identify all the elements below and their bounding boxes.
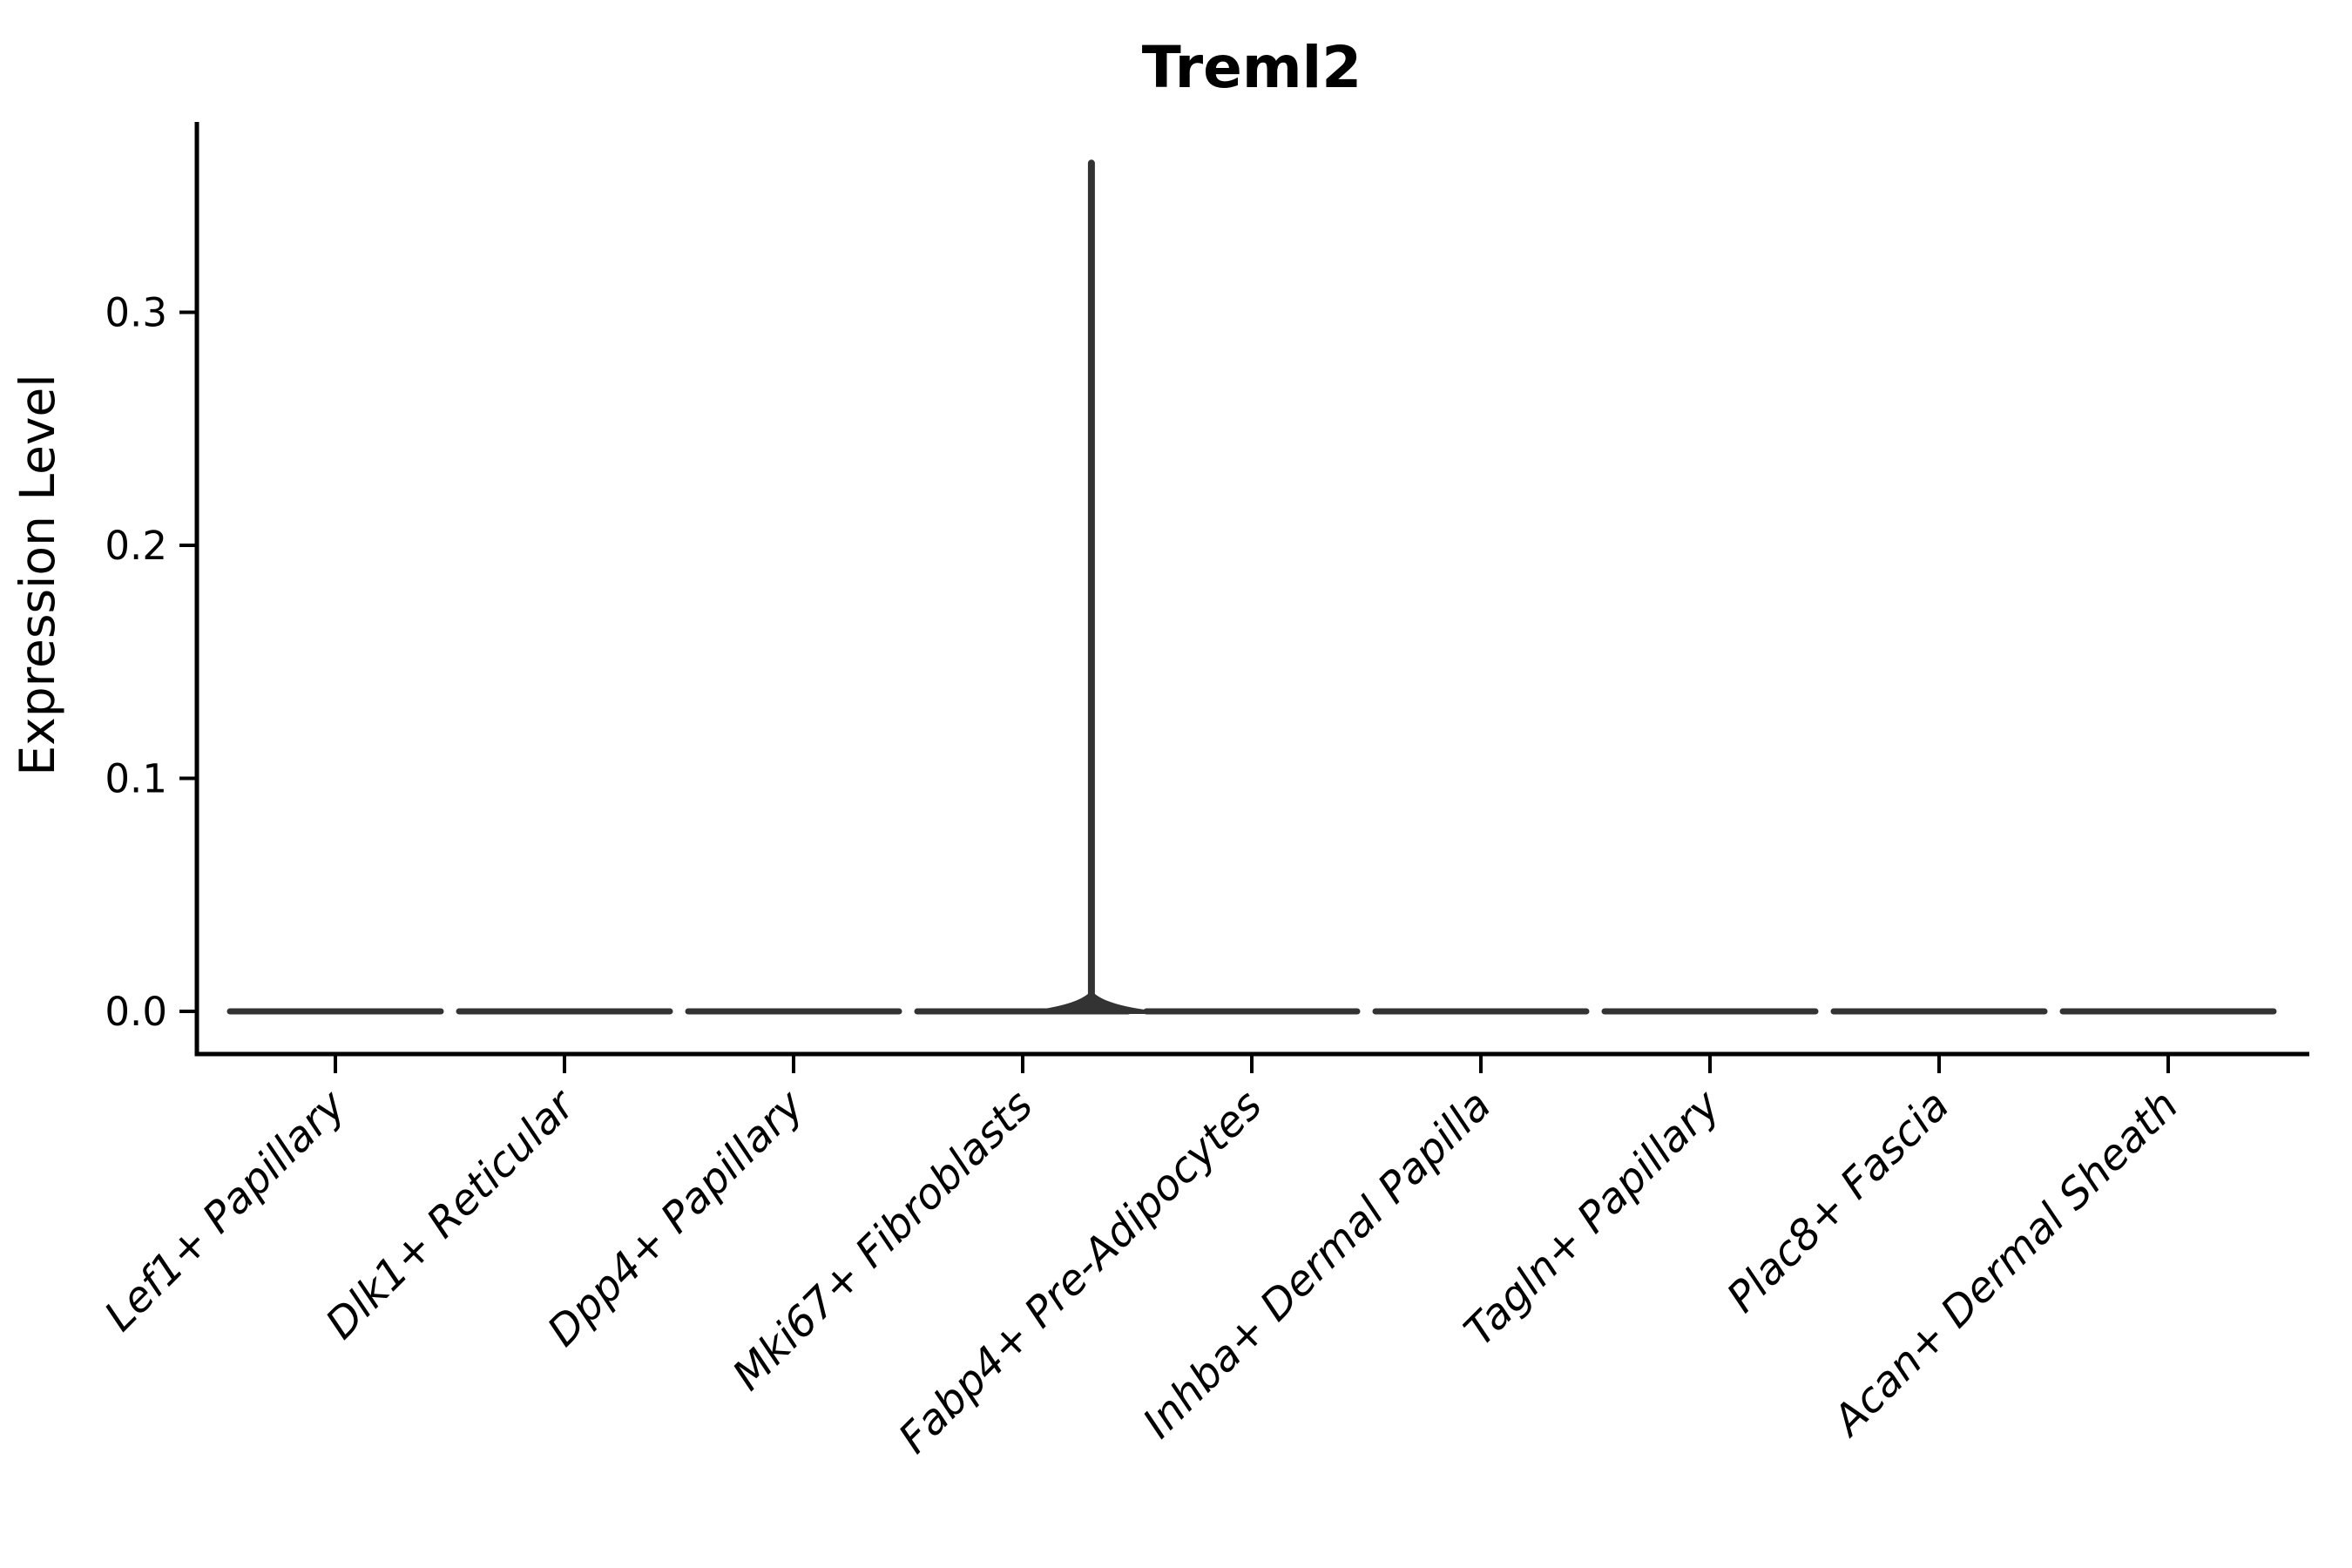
x-tick-label: Plac8+ Fascia xyxy=(1718,1081,1959,1322)
y-tick-label: 0.1 xyxy=(105,756,167,802)
violins-group xyxy=(226,159,2277,1015)
y-axis-label: Expression Level xyxy=(10,374,65,775)
axes-group xyxy=(194,122,2309,1057)
x-tick-label: Dpp4+ Papillary xyxy=(538,1080,814,1355)
y-tick-label: 0.2 xyxy=(105,523,167,569)
y-ticks-group: 0.0 0.1 0.2 0.3 xyxy=(105,290,197,1035)
y-tick-label: 0.0 xyxy=(105,989,167,1035)
x-tick-label: Lef1+ Papillary xyxy=(95,1080,355,1341)
violin-spike-base xyxy=(1031,994,1151,1014)
chart-title: Treml2 xyxy=(1142,34,1362,101)
x-tick-label: Tagln+ Papillary xyxy=(1455,1080,1730,1355)
x-tick-label: Fabp4+ Pre-Adipocytes xyxy=(889,1081,1272,1463)
y-tick-label: 0.3 xyxy=(105,290,167,336)
x-tick-label: Dlk1+ Reticular xyxy=(316,1079,586,1349)
